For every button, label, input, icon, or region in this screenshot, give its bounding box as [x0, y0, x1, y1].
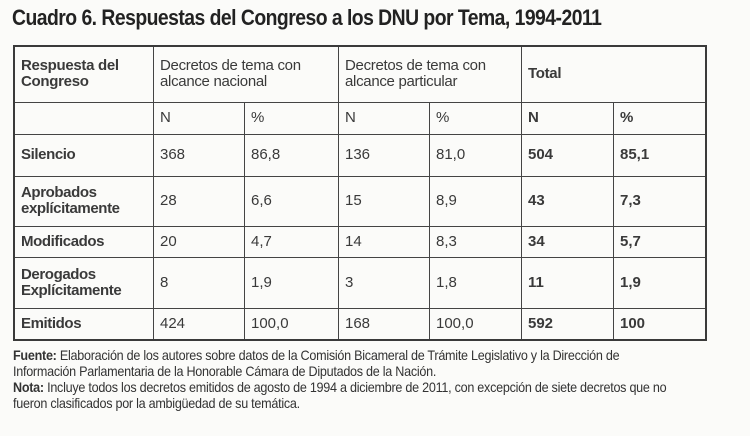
- dnu-responses-table: Respuesta del Congreso Decretos de tema …: [13, 45, 707, 341]
- cell-nac-pct: 4,7: [244, 225, 339, 258]
- subheader-tot-pct: %: [613, 101, 707, 135]
- cell-par-pct: 81,0: [429, 133, 522, 177]
- cell-par-n: 15: [338, 175, 430, 227]
- table-notes: Fuente: Elaboración de los autores sobre…: [13, 347, 679, 411]
- header-row: Respuesta del Congreso Decretos de tema …: [13, 45, 707, 103]
- cell-tot-n: 34: [521, 225, 614, 258]
- source-note: Fuente: Elaboración de los autores sobre…: [13, 347, 679, 379]
- cell-tot-pct: 5,7: [613, 225, 707, 258]
- cell-par-pct: 8,9: [429, 175, 522, 227]
- cell-par-n: 136: [338, 133, 430, 177]
- cell-tot-pct: 1,9: [613, 256, 707, 309]
- source-text: Elaboración de los autores sobre datos d…: [13, 347, 620, 379]
- header-total: Total: [521, 45, 707, 103]
- header-alcance-nacional: Decretos de tema con alcance nacional: [153, 45, 339, 103]
- subheader-empty: [13, 101, 154, 135]
- cell-tot-n: 11: [521, 256, 614, 309]
- subheader-nac-n: N: [153, 101, 245, 135]
- header-respuesta: Respuesta del Congreso: [13, 45, 154, 103]
- cell-par-n: 14: [338, 225, 430, 258]
- cell-nac-pct: 6,6: [244, 175, 339, 227]
- header-alcance-particular: Decretos de tema con alcance particular: [338, 45, 522, 103]
- row-label: Silencio: [13, 133, 154, 177]
- cell-par-n: 168: [338, 307, 430, 341]
- subheader-row: N % N % N %: [13, 101, 707, 135]
- cell-nac-n: 424: [153, 307, 245, 341]
- cell-nac-n: 8: [153, 256, 245, 309]
- cell-par-pct: 8,3: [429, 225, 522, 258]
- nota-text: Incluye todos los decretos emitidos de a…: [13, 379, 667, 411]
- cell-tot-pct: 100: [613, 307, 707, 341]
- table-row: Emitidos 424 100,0 168 100,0 592 100: [13, 307, 707, 341]
- source-label: Fuente:: [13, 347, 57, 363]
- cell-tot-pct: 85,1: [613, 133, 707, 177]
- table-title: Cuadro 6. Respuestas del Congreso a los …: [12, 5, 602, 30]
- table-row: Aprobados explícitamente 28 6,6 15 8,9 4…: [13, 175, 707, 227]
- nota-label: Nota:: [13, 379, 44, 395]
- subheader-par-n: N: [338, 101, 430, 135]
- nota-note: Nota: Incluye todos los decretos emitido…: [13, 379, 679, 411]
- table-row: Derogados Explícitamente 8 1,9 3 1,8 11 …: [13, 256, 707, 309]
- row-label: Modificados: [13, 225, 154, 258]
- subheader-tot-n: N: [521, 101, 614, 135]
- cell-par-pct: 100,0: [429, 307, 522, 341]
- subheader-par-pct: %: [429, 101, 522, 135]
- cell-nac-pct: 1,9: [244, 256, 339, 309]
- cell-tot-n: 504: [521, 133, 614, 177]
- table-row: Silencio 368 86,8 136 81,0 504 85,1: [13, 133, 707, 177]
- cell-tot-pct: 7,3: [613, 175, 707, 227]
- cell-nac-pct: 86,8: [244, 133, 339, 177]
- cell-nac-n: 368: [153, 133, 245, 177]
- row-label: Derogados Explícitamente: [13, 256, 154, 309]
- cell-par-pct: 1,8: [429, 256, 522, 309]
- table-row: Modificados 20 4,7 14 8,3 34 5,7: [13, 225, 707, 258]
- row-label: Emitidos: [13, 307, 154, 341]
- cell-tot-n: 43: [521, 175, 614, 227]
- row-label: Aprobados explícitamente: [13, 175, 154, 227]
- cell-par-n: 3: [338, 256, 430, 309]
- subheader-nac-pct: %: [244, 101, 339, 135]
- cell-nac-n: 20: [153, 225, 245, 258]
- cell-nac-pct: 100,0: [244, 307, 339, 341]
- cell-nac-n: 28: [153, 175, 245, 227]
- cell-tot-n: 592: [521, 307, 614, 341]
